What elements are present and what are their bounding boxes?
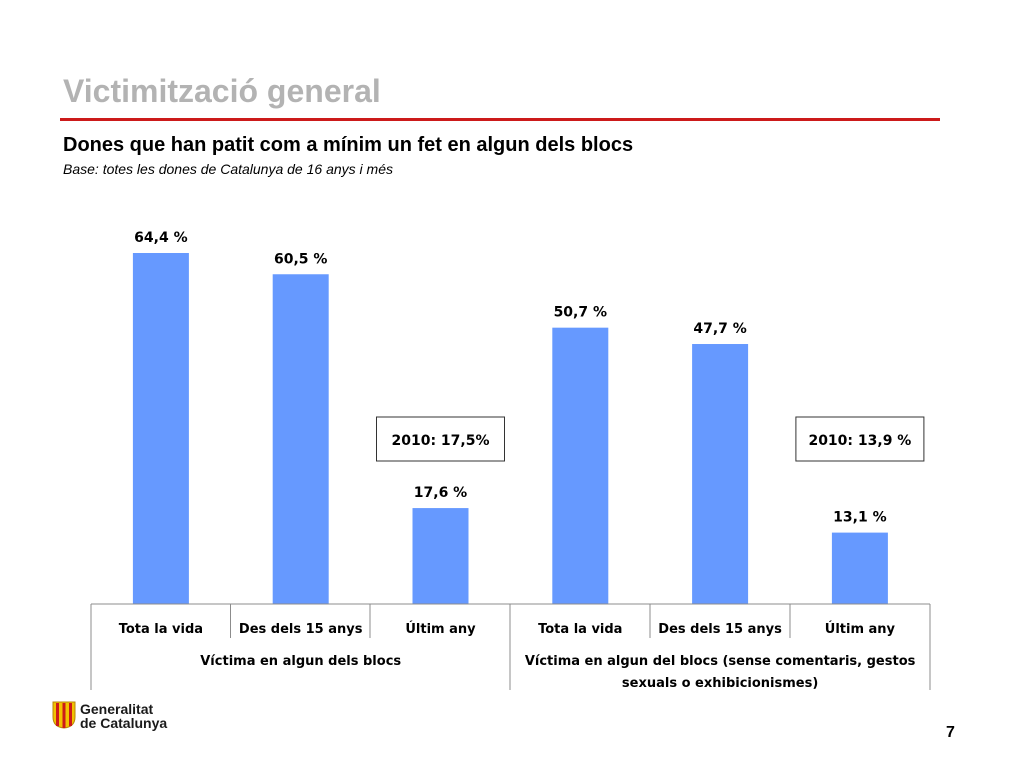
annotation-box — [795, 416, 925, 462]
bar — [272, 274, 329, 604]
group-label: Víctima en algun dels blocs — [200, 654, 401, 669]
data-label: 64,4 % — [134, 230, 187, 246]
data-label: 60,5 % — [274, 251, 327, 267]
category-label: Des dels 15 anys — [239, 622, 363, 637]
slide-title: Victimització general — [63, 73, 381, 109]
logo-line-2: de Catalunya — [80, 715, 168, 731]
category-label: Tota la vida — [538, 622, 622, 637]
bar — [692, 344, 749, 604]
logo-line-1: Generalitat — [80, 701, 154, 717]
category-label: Últim any — [405, 621, 476, 637]
generalitat-logo-icon — [52, 701, 76, 729]
group-label: sexuals o exhibicionismes) — [622, 676, 818, 691]
page-number: 7 — [946, 724, 955, 741]
chart-subtitle: Base: totes les dones de Catalunya de 16… — [63, 161, 393, 177]
data-label: 50,7 % — [554, 305, 607, 321]
title-divider — [60, 118, 940, 121]
data-label: 13,1 % — [833, 510, 886, 526]
logo-text: Generalitat de Catalunya — [80, 702, 167, 730]
bar — [552, 327, 609, 604]
category-label: Tota la vida — [119, 622, 203, 637]
data-label: 47,7 % — [693, 321, 746, 337]
bar — [412, 508, 469, 604]
group-label: Víctima en algun del blocs (sense coment… — [525, 654, 916, 669]
chart-title: Dones que han patit com a mínim un fet e… — [63, 134, 634, 156]
annotation-text: 2010: 13,9 % — [808, 433, 911, 449]
category-label: Últim any — [825, 621, 896, 637]
category-label: Des dels 15 anys — [658, 622, 782, 637]
annotation-box — [376, 416, 505, 462]
bar — [831, 532, 888, 604]
annotation-text: 2010: 17,5% — [391, 433, 489, 449]
data-label: 17,6 % — [414, 485, 467, 501]
bar — [132, 253, 189, 604]
